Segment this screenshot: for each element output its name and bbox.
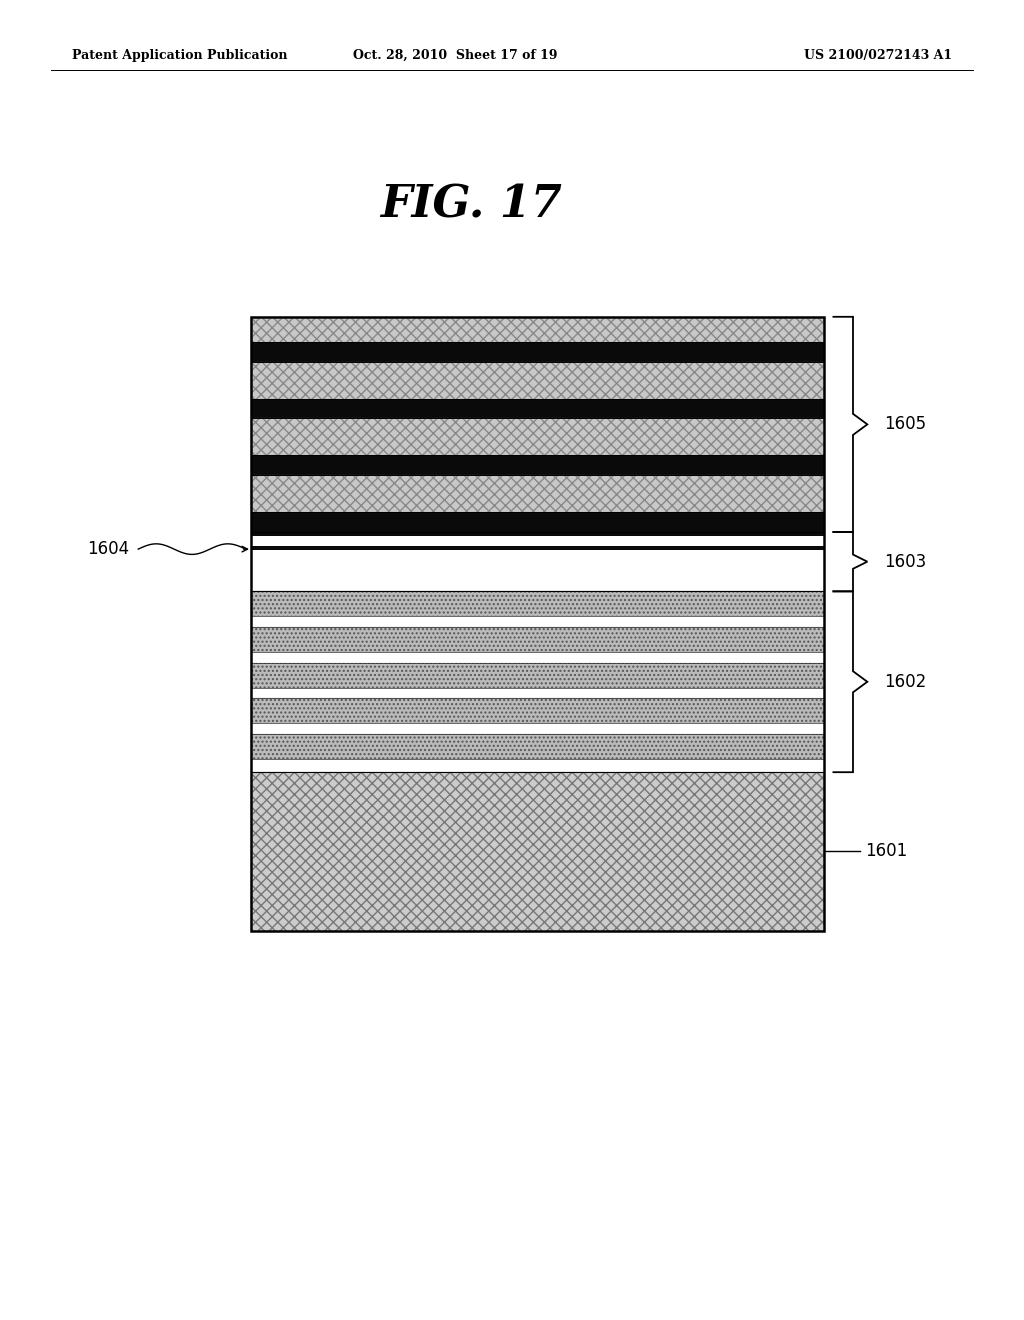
Bar — [251, 698, 824, 723]
Bar — [251, 652, 824, 663]
Text: 1602: 1602 — [884, 673, 926, 690]
Bar — [251, 317, 824, 342]
Bar — [251, 591, 824, 616]
Bar — [251, 532, 824, 536]
Text: 1604: 1604 — [87, 540, 129, 558]
Bar — [251, 698, 824, 723]
Text: Oct. 28, 2010  Sheet 17 of 19: Oct. 28, 2010 Sheet 17 of 19 — [353, 49, 558, 62]
Text: 1601: 1601 — [865, 842, 907, 861]
Text: 1603: 1603 — [884, 553, 926, 570]
Bar — [251, 688, 824, 698]
Bar — [251, 627, 824, 652]
Bar — [251, 475, 824, 512]
Bar — [251, 734, 824, 759]
Bar — [251, 399, 824, 418]
Bar — [251, 455, 824, 475]
Bar — [251, 317, 824, 342]
Bar — [251, 663, 824, 688]
Bar — [251, 723, 824, 734]
Bar — [251, 418, 824, 455]
Bar — [251, 362, 824, 399]
Bar — [251, 627, 824, 652]
Bar — [251, 535, 824, 591]
Bar — [251, 772, 824, 931]
Bar — [251, 475, 824, 512]
Bar — [251, 663, 824, 688]
Bar — [251, 616, 824, 627]
Text: US 2100/0272143 A1: US 2100/0272143 A1 — [804, 49, 952, 62]
Bar — [251, 512, 824, 532]
Text: 1605: 1605 — [884, 416, 926, 433]
Bar — [251, 418, 824, 455]
Bar — [251, 772, 824, 931]
Bar — [251, 546, 824, 550]
Bar — [251, 342, 824, 362]
Bar — [251, 362, 824, 399]
Bar — [251, 591, 824, 616]
Bar — [251, 317, 824, 931]
Bar — [251, 759, 824, 772]
Text: FIG. 17: FIG. 17 — [380, 183, 562, 226]
Bar — [251, 734, 824, 759]
Text: Patent Application Publication: Patent Application Publication — [72, 49, 287, 62]
